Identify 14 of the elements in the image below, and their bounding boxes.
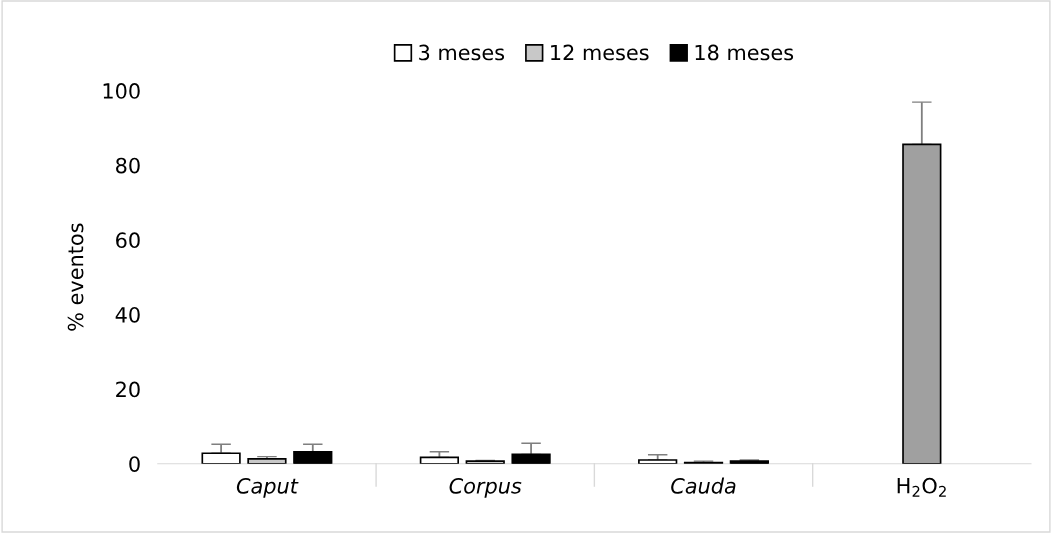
y-tick-label: 20 bbox=[116, 381, 140, 398]
y-tick-label: 0 bbox=[129, 456, 140, 472]
y-tick-label: 100 bbox=[103, 83, 140, 99]
x-tick-label: Corpus bbox=[449, 477, 522, 498]
x-tick-label: Caput bbox=[236, 477, 299, 498]
legend-label: 12 meses bbox=[551, 44, 649, 61]
y-tick-label: 40 bbox=[115, 306, 140, 323]
x-tick-label: Cauda bbox=[671, 477, 736, 494]
y-tick-label: 80 bbox=[116, 157, 140, 174]
y-axis-title: % eventos bbox=[67, 223, 84, 331]
y-tick-label: 60 bbox=[116, 232, 140, 249]
legend-label: 3 meses bbox=[419, 44, 505, 61]
legend-label: 18 meses bbox=[695, 44, 794, 61]
x-tick-label: H$_{2}$O$_{2}$ bbox=[897, 477, 946, 497]
